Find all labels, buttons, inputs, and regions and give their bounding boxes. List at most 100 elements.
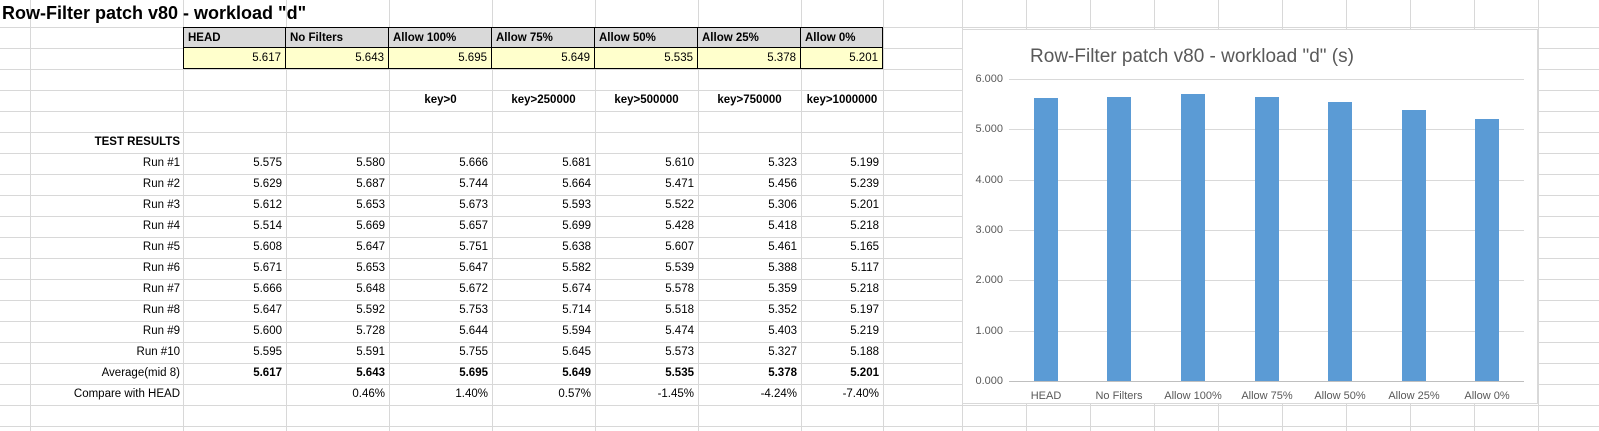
column-header-cell[interactable]: Allow 100% (389, 27, 492, 48)
run-value-cell[interactable]: 5.671 (253, 262, 282, 274)
run-value-cell[interactable]: 5.592 (356, 304, 385, 316)
run-value-cell[interactable]: 5.664 (562, 178, 591, 190)
summary-value-cell[interactable]: 5.617 (183, 48, 286, 69)
column-header-cell[interactable]: Allow 50% (595, 27, 698, 48)
run-label-cell[interactable]: Run #10 (136, 346, 180, 358)
run-value-cell[interactable]: 5.539 (665, 262, 694, 274)
run-value-cell[interactable]: 5.600 (253, 325, 282, 337)
run-value-cell[interactable]: 5.753 (459, 304, 488, 316)
run-value-cell[interactable]: 5.197 (850, 304, 879, 316)
column-header-cell[interactable]: Allow 25% (698, 27, 801, 48)
run-value-cell[interactable]: 5.744 (459, 178, 488, 190)
run-value-cell[interactable]: 5.687 (356, 178, 385, 190)
run-value-cell[interactable]: 5.456 (768, 178, 797, 190)
filter-key-cell[interactable]: key>500000 (614, 94, 679, 106)
run-value-cell[interactable]: 5.188 (850, 346, 879, 358)
run-value-cell[interactable]: 5.647 (356, 241, 385, 253)
summary-value-cell[interactable]: 5.643 (286, 48, 389, 69)
run-value-cell[interactable]: 5.591 (356, 346, 385, 358)
run-label-cell[interactable]: Run #9 (142, 325, 180, 337)
run-value-cell[interactable]: 5.117 (851, 262, 879, 274)
run-label-cell[interactable]: Run #5 (142, 241, 180, 253)
column-header-cell[interactable]: HEAD (183, 27, 286, 48)
run-value-cell[interactable]: 5.607 (665, 241, 694, 253)
column-header-cell[interactable]: Allow 0% (801, 27, 883, 48)
run-value-cell[interactable]: 5.595 (253, 346, 282, 358)
run-label-cell[interactable]: Run #6 (142, 262, 180, 274)
run-value-cell[interactable]: 5.673 (459, 199, 488, 211)
run-value-cell[interactable]: 5.327 (768, 346, 797, 358)
run-value-cell[interactable]: 5.672 (459, 283, 488, 295)
summary-value-cell[interactable]: 5.695 (389, 48, 492, 69)
run-value-cell[interactable]: 5.578 (665, 283, 694, 295)
run-label-cell[interactable]: Run #2 (142, 178, 180, 190)
run-value-cell[interactable]: 5.352 (768, 304, 797, 316)
run-value-cell[interactable]: 5.388 (768, 262, 797, 274)
compare-value-cell[interactable]: 0.46% (352, 388, 385, 400)
compare-value-cell[interactable]: -1.45% (657, 388, 694, 400)
average-label-cell[interactable]: Average(mid 8) (101, 367, 180, 379)
run-value-cell[interactable]: 5.681 (562, 157, 591, 169)
summary-value-cell[interactable]: 5.649 (492, 48, 595, 69)
run-value-cell[interactable]: 5.461 (768, 241, 797, 253)
run-value-cell[interactable]: 5.653 (356, 199, 385, 211)
bar[interactable] (1475, 119, 1499, 381)
section-label-cell[interactable]: TEST RESULTS (94, 136, 180, 148)
compare-value-cell[interactable] (183, 384, 286, 405)
run-value-cell[interactable]: 5.471 (665, 178, 694, 190)
average-value-cell[interactable]: 5.201 (850, 367, 879, 379)
run-value-cell[interactable]: 5.201 (850, 199, 879, 211)
average-value-cell[interactable]: 5.695 (459, 367, 488, 379)
filter-key-cell[interactable]: key>750000 (717, 94, 782, 106)
average-value-cell[interactable]: 5.535 (665, 367, 694, 379)
run-value-cell[interactable]: 5.518 (665, 304, 694, 316)
embedded-bar-chart[interactable]: Row-Filter patch v80 - workload "d" (s) … (962, 29, 1538, 404)
compare-value-cell[interactable]: -4.24% (760, 388, 797, 400)
run-label-cell[interactable]: Run #1 (142, 157, 180, 169)
run-value-cell[interactable]: 5.647 (253, 304, 282, 316)
filter-key-cell[interactable]: key>250000 (511, 94, 576, 106)
run-value-cell[interactable]: 5.580 (356, 157, 385, 169)
filter-key-cell[interactable]: key>1000000 (806, 94, 878, 106)
run-value-cell[interactable]: 5.751 (459, 241, 488, 253)
run-value-cell[interactable]: 5.522 (665, 199, 694, 211)
run-value-cell[interactable]: 5.755 (459, 346, 488, 358)
run-value-cell[interactable]: 5.239 (850, 178, 879, 190)
column-header-cell[interactable]: No Filters (286, 27, 389, 48)
run-value-cell[interactable]: 5.165 (850, 241, 879, 253)
run-value-cell[interactable]: 5.728 (356, 325, 385, 337)
run-value-cell[interactable]: 5.359 (768, 283, 797, 295)
run-value-cell[interactable]: 5.674 (562, 283, 591, 295)
run-value-cell[interactable]: 5.666 (253, 283, 282, 295)
run-value-cell[interactable]: 5.645 (562, 346, 591, 358)
run-value-cell[interactable]: 5.428 (665, 220, 694, 232)
run-label-cell[interactable]: Run #8 (142, 304, 180, 316)
filter-key-cell[interactable]: key>0 (424, 94, 457, 106)
summary-value-cell[interactable]: 5.535 (595, 48, 698, 69)
run-value-cell[interactable]: 5.199 (850, 157, 879, 169)
run-value-cell[interactable]: 5.418 (768, 220, 797, 232)
bar[interactable] (1255, 97, 1279, 381)
run-value-cell[interactable]: 5.612 (253, 199, 282, 211)
average-value-cell[interactable]: 5.378 (768, 367, 797, 379)
average-value-cell[interactable]: 5.649 (562, 367, 591, 379)
average-value-cell[interactable]: 5.617 (253, 367, 282, 379)
run-value-cell[interactable]: 5.666 (459, 157, 488, 169)
bar[interactable] (1328, 102, 1352, 381)
run-value-cell[interactable]: 5.306 (768, 199, 797, 211)
run-value-cell[interactable]: 5.653 (356, 262, 385, 274)
compare-label-cell[interactable]: Compare with HEAD (73, 388, 180, 400)
run-value-cell[interactable]: 5.699 (562, 220, 591, 232)
bar[interactable] (1107, 97, 1131, 381)
run-label-cell[interactable]: Run #4 (142, 220, 180, 232)
run-value-cell[interactable]: 5.647 (459, 262, 488, 274)
run-value-cell[interactable]: 5.575 (253, 157, 282, 169)
run-value-cell[interactable]: 5.714 (562, 304, 591, 316)
run-value-cell[interactable]: 5.644 (459, 325, 488, 337)
run-value-cell[interactable]: 5.403 (768, 325, 797, 337)
run-value-cell[interactable]: 5.610 (665, 157, 694, 169)
run-value-cell[interactable]: 5.582 (562, 262, 591, 274)
compare-value-cell[interactable]: 0.57% (558, 388, 591, 400)
run-value-cell[interactable]: 5.648 (356, 283, 385, 295)
run-value-cell[interactable]: 5.593 (562, 199, 591, 211)
